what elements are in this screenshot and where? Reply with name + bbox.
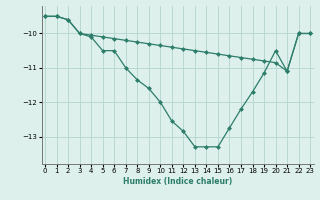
X-axis label: Humidex (Indice chaleur): Humidex (Indice chaleur) <box>123 177 232 186</box>
